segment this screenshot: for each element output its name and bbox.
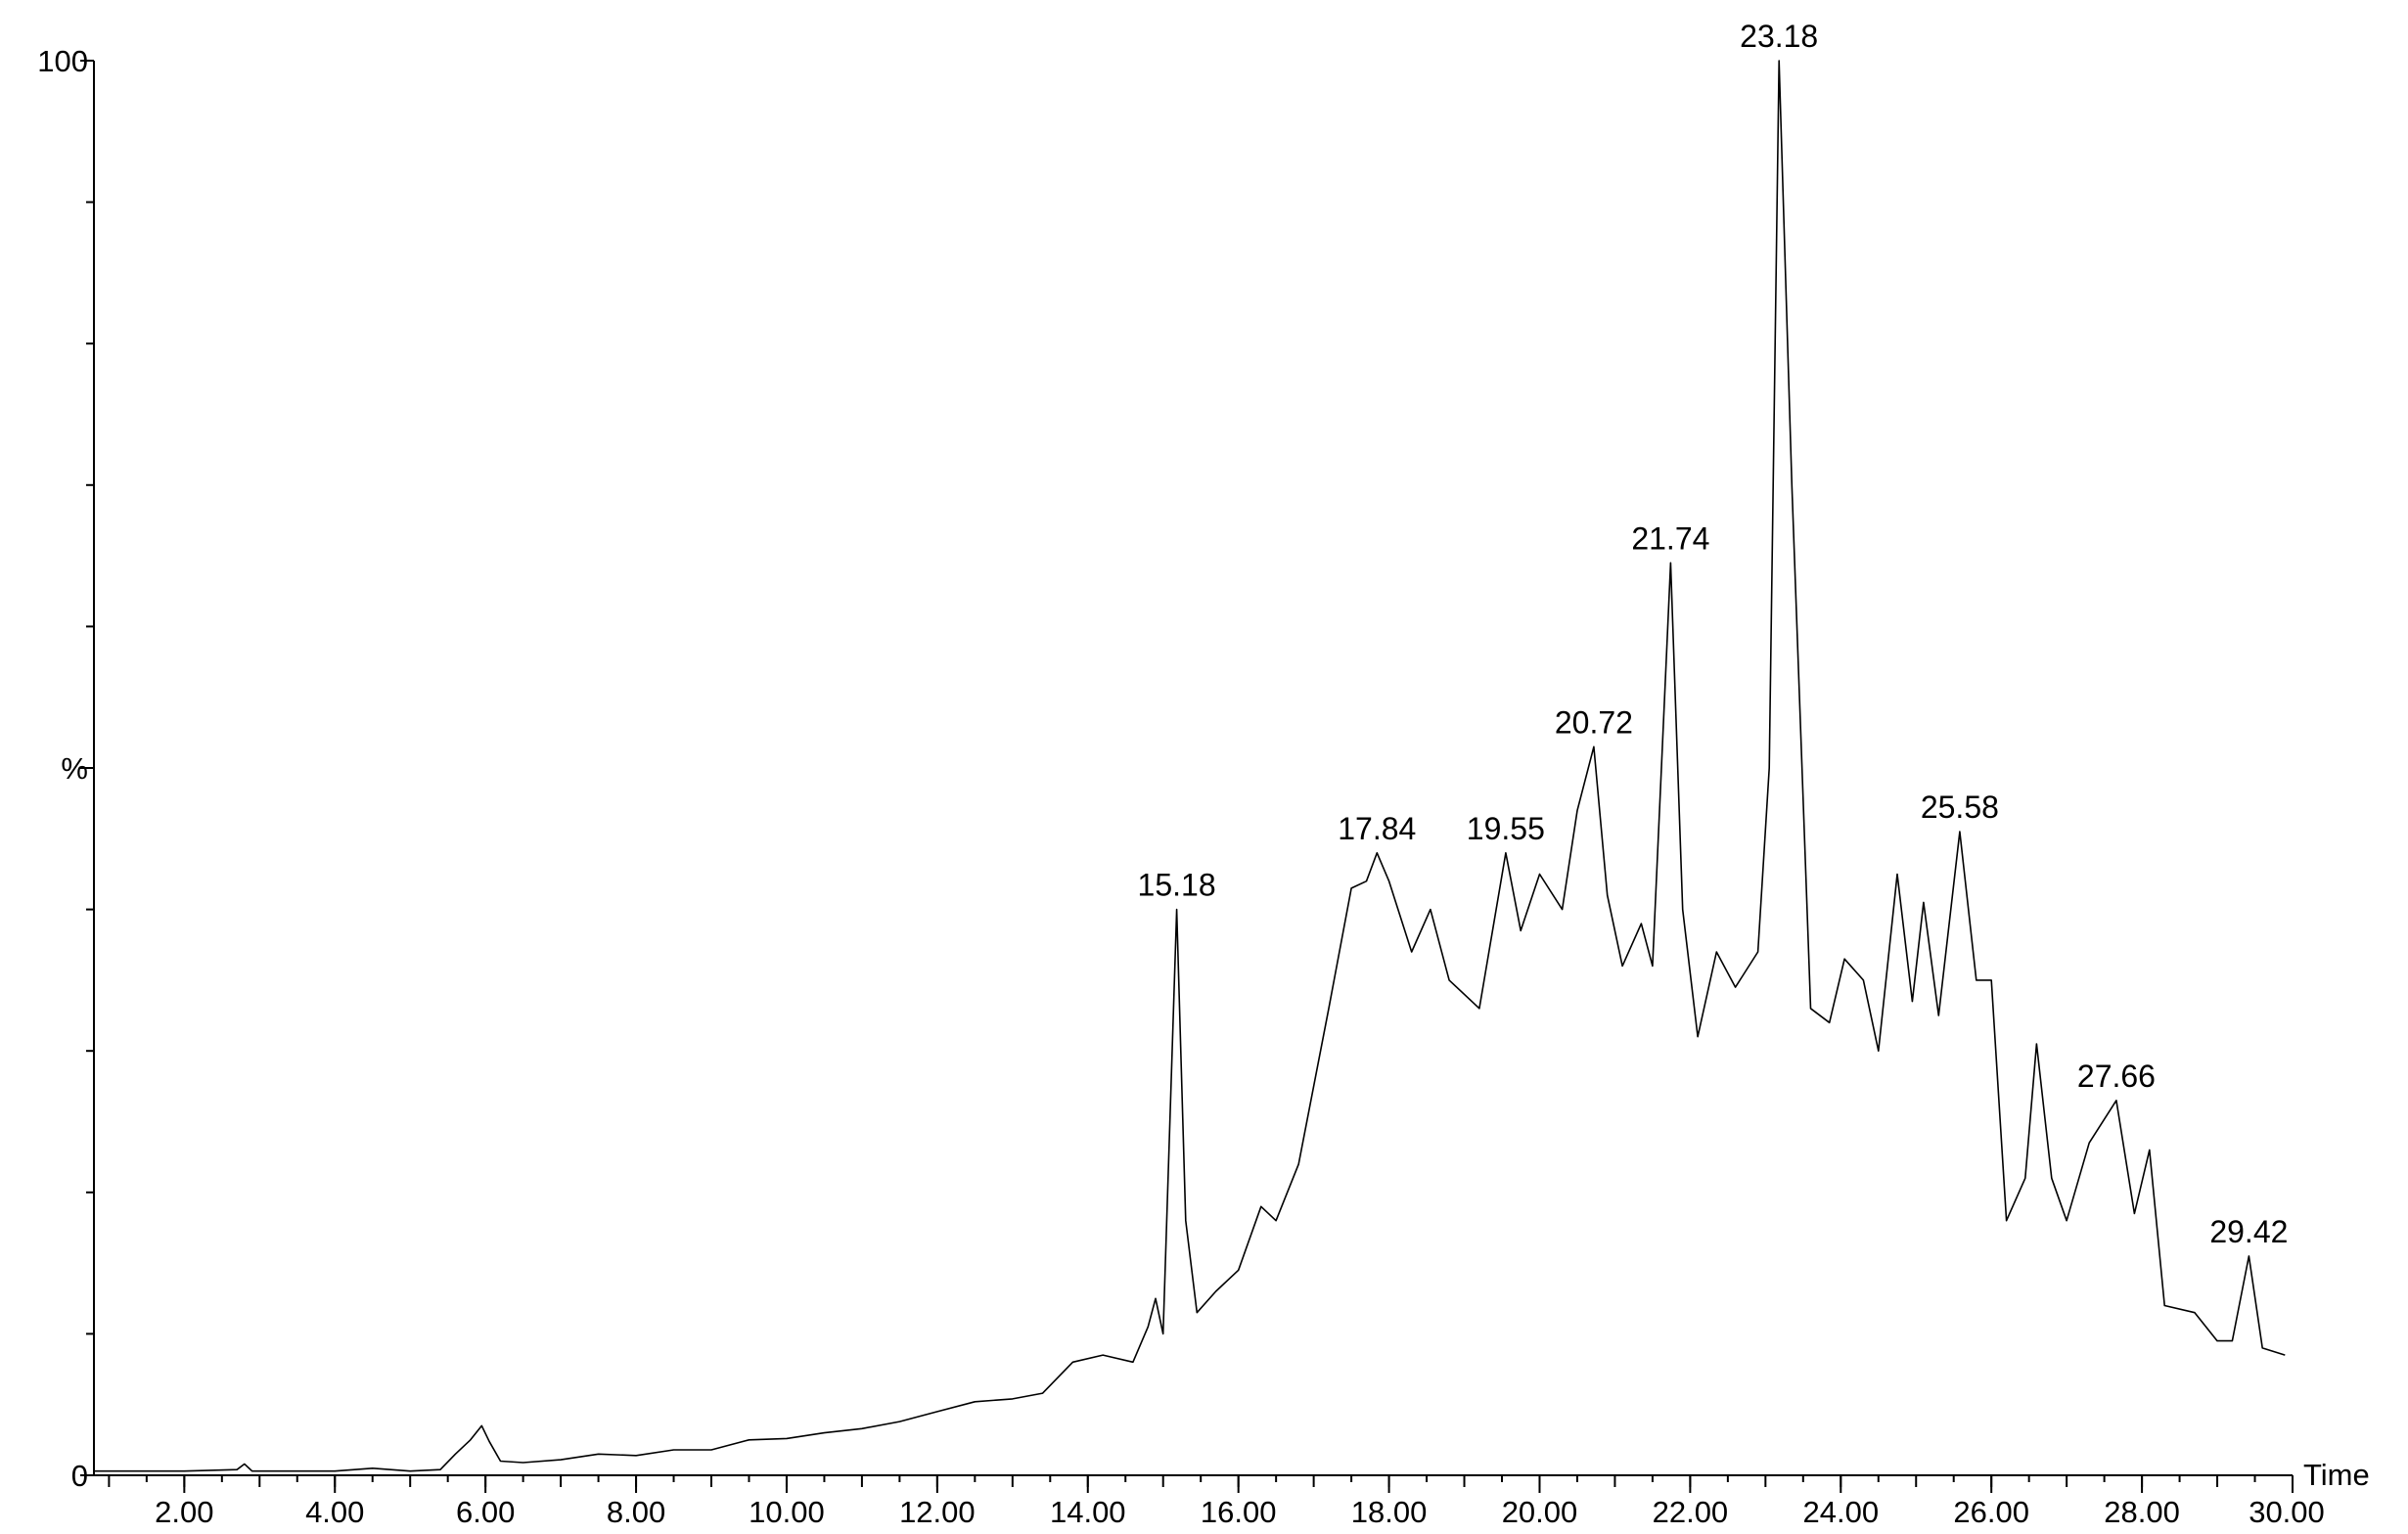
peak-label: 17.84 [1338, 811, 1416, 846]
peak-label: 21.74 [1631, 520, 1709, 556]
x-tick-label: 28.00 [2104, 1495, 2180, 1529]
y-tick-label: 100 [37, 44, 88, 78]
peak-label: 25.58 [1921, 790, 1999, 825]
x-tick-label: 24.00 [1802, 1495, 1879, 1529]
peak-label: 19.55 [1467, 811, 1545, 846]
x-tick-label: 26.00 [1953, 1495, 2029, 1529]
peak-label: 23.18 [1740, 19, 1818, 54]
series-layer [94, 60, 2286, 1472]
x-tick-label: 4.00 [305, 1495, 364, 1529]
x-tick-label: 14.00 [1050, 1495, 1126, 1529]
x-axis-label: Time [2303, 1458, 2370, 1492]
x-tick-label: 16.00 [1201, 1495, 1277, 1529]
peak-label: 27.66 [2077, 1059, 2156, 1094]
x-tick-label: 20.00 [1502, 1495, 1578, 1529]
peak-label: 20.72 [1555, 704, 1633, 740]
y-tick-label: 0 [71, 1459, 88, 1493]
x-axis-ticks: 2.00 4.00 6.00 8.00 10.00 12.00 14.00 16.00 18.0… [108, 1475, 2325, 1529]
series-line [94, 60, 2286, 1472]
x-tick-label: 6.00 [456, 1495, 515, 1529]
peak-labels: 15.18 17.84 19.55 20.72 21.74 23.18 25.58 27.66… [1138, 19, 2289, 1249]
x-tick-label: 18.00 [1351, 1495, 1428, 1529]
x-tick-label: 2.00 [155, 1495, 213, 1529]
x-tick-label: 12.00 [899, 1495, 976, 1529]
x-tick-label: 10.00 [749, 1495, 825, 1529]
x-tick-label: 22.00 [1653, 1495, 1729, 1529]
y-axis-ticks: 0% 100 [37, 44, 94, 1493]
peak-label: 15.18 [1138, 868, 1216, 903]
x-tick-label: 30.00 [2249, 1495, 2325, 1529]
y-tick-label: % [61, 751, 88, 786]
x-tick-label: 8.00 [607, 1495, 665, 1529]
peak-label: 29.42 [2209, 1214, 2288, 1249]
